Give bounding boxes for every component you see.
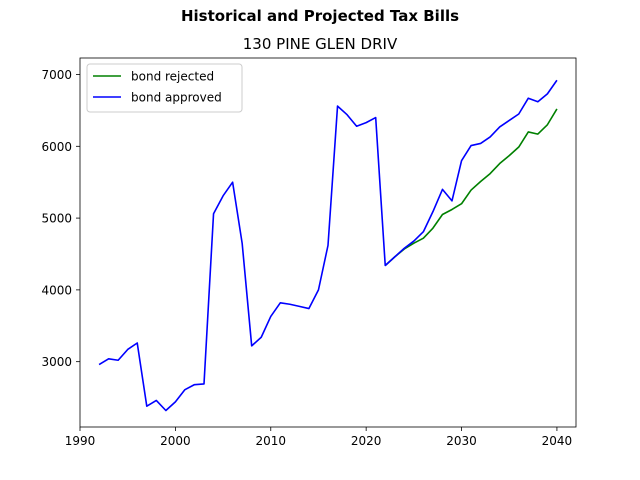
legend-box (86, 63, 243, 113)
x-tick-label: 2000 (160, 434, 191, 448)
x-tick-label: 2020 (351, 434, 382, 448)
plot-frame (79, 57, 577, 428)
plot-lines (98, 79, 558, 412)
series-line-bond-approved (98, 79, 558, 412)
chart-subtitle: 130 PINE GLEN DRIV (242, 35, 398, 53)
y-tick-label: 7000 (41, 68, 72, 82)
x-tick-label: 1990 (65, 434, 96, 448)
legend-label: bond approved (131, 91, 222, 105)
x-tick-label: 2030 (446, 434, 477, 448)
y-tick-label: 3000 (41, 355, 72, 369)
x-axis: 1990 2000 2010 2020 2030 2040 (65, 427, 572, 448)
series-line-bond-rejected (384, 108, 558, 267)
y-tick-label: 5000 (41, 212, 72, 226)
x-tick-label: 2040 (542, 434, 573, 448)
legend-label: bond rejected (131, 70, 214, 84)
legend: bond rejected bond approved (86, 63, 243, 113)
y-tick-label: 4000 (41, 283, 72, 297)
y-tick-label: 6000 (41, 140, 72, 154)
x-tick-label: 2010 (255, 434, 286, 448)
chart-title: Historical and Projected Tax Bills (180, 7, 460, 25)
y-axis: 3000 4000 5000 6000 7000 (41, 68, 80, 369)
